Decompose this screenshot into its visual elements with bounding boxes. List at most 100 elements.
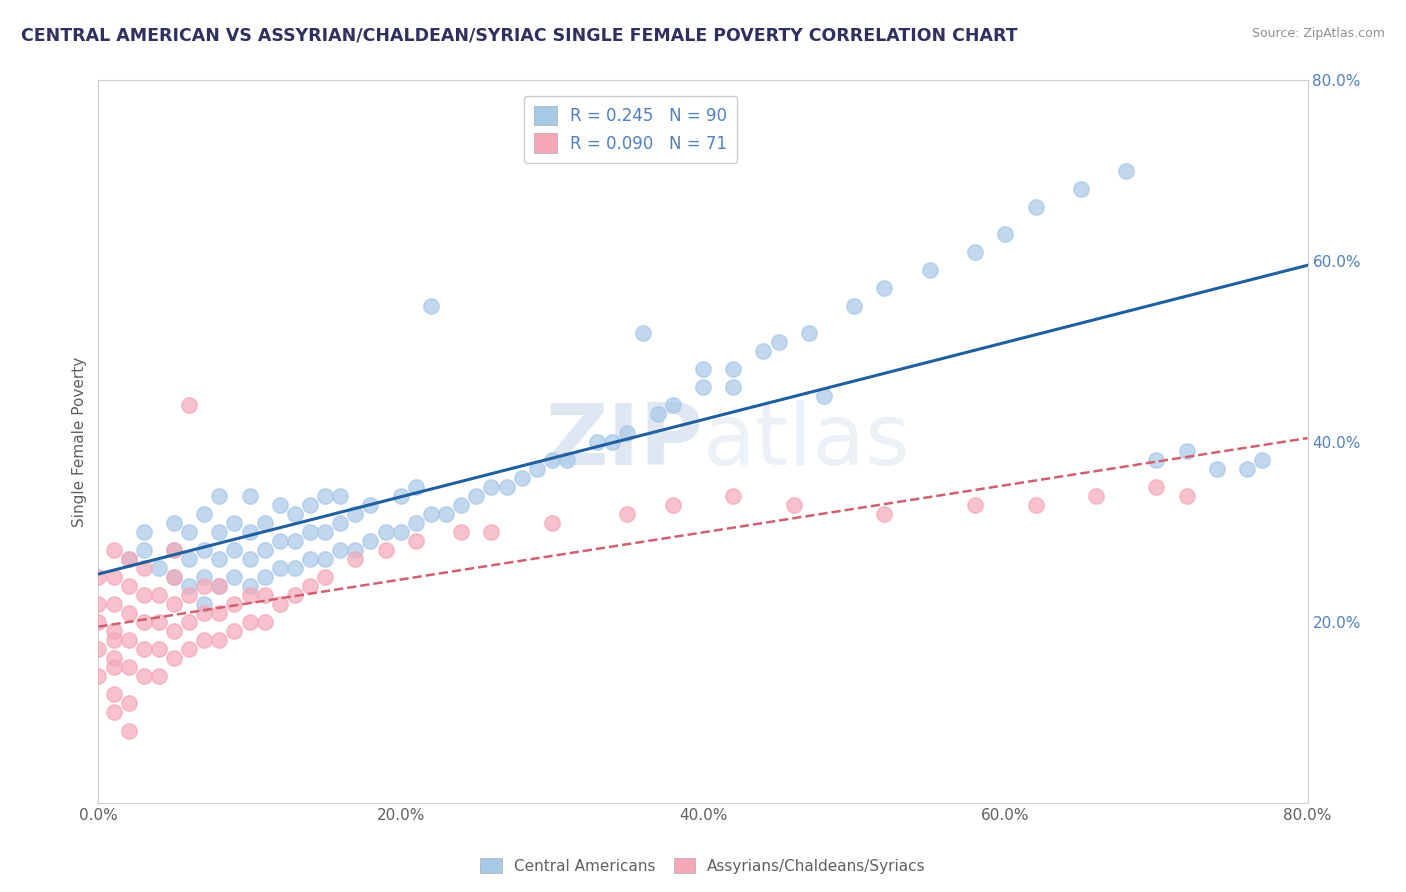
Point <box>208 552 231 566</box>
Point <box>299 498 322 512</box>
Point <box>239 489 262 503</box>
Point <box>284 588 307 602</box>
Point <box>193 579 215 593</box>
Point <box>208 633 231 648</box>
Point <box>193 507 215 521</box>
Point <box>132 588 155 602</box>
Point <box>163 624 186 639</box>
Point <box>329 516 352 530</box>
Point <box>179 552 201 566</box>
Point <box>208 524 231 539</box>
Point <box>284 533 307 548</box>
Point <box>132 524 155 539</box>
Point <box>873 507 896 521</box>
Point <box>1144 480 1167 494</box>
Point <box>314 552 336 566</box>
Point <box>844 299 866 313</box>
Point <box>1024 200 1046 214</box>
Point <box>163 597 186 611</box>
Point <box>193 542 215 557</box>
Point <box>163 516 186 530</box>
Point <box>269 498 291 512</box>
Point <box>374 542 396 557</box>
Point <box>389 524 412 539</box>
Point <box>118 633 141 648</box>
Point <box>239 615 262 630</box>
Point <box>616 425 638 440</box>
Point <box>540 452 562 467</box>
Point <box>239 579 262 593</box>
Point <box>239 588 262 602</box>
Point <box>118 552 141 566</box>
Point <box>239 552 262 566</box>
Point <box>148 561 170 575</box>
Point <box>555 452 578 467</box>
Point <box>360 533 382 548</box>
Point <box>132 669 155 683</box>
Point <box>813 389 835 403</box>
Point <box>253 570 276 584</box>
Point <box>193 633 215 648</box>
Point <box>208 489 231 503</box>
Point <box>253 542 276 557</box>
Point <box>118 697 141 711</box>
Point <box>692 380 714 394</box>
Point <box>269 597 291 611</box>
Point <box>87 570 110 584</box>
Point <box>1115 163 1137 178</box>
Point <box>103 706 125 720</box>
Point <box>179 588 201 602</box>
Point <box>193 606 215 620</box>
Point <box>510 471 533 485</box>
Point <box>208 579 231 593</box>
Point <box>526 461 548 475</box>
Point <box>132 615 155 630</box>
Point <box>299 552 322 566</box>
Point <box>1251 452 1274 467</box>
Point <box>193 597 215 611</box>
Point <box>360 498 382 512</box>
Point <box>103 570 125 584</box>
Point <box>103 542 125 557</box>
Point <box>253 588 276 602</box>
Point <box>179 615 201 630</box>
Point <box>405 516 427 530</box>
Point <box>692 362 714 376</box>
Point <box>314 524 336 539</box>
Point <box>1175 443 1198 458</box>
Point <box>193 570 215 584</box>
Point <box>269 561 291 575</box>
Point <box>723 362 745 376</box>
Point <box>163 542 186 557</box>
Point <box>661 498 683 512</box>
Point <box>103 633 125 648</box>
Point <box>163 542 186 557</box>
Point <box>87 615 110 630</box>
Text: ZIP: ZIP <box>546 400 703 483</box>
Point <box>299 524 322 539</box>
Point <box>344 552 367 566</box>
Point <box>253 516 276 530</box>
Legend: R = 0.245   N = 90, R = 0.090   N = 71: R = 0.245 N = 90, R = 0.090 N = 71 <box>523 95 737 162</box>
Point <box>163 651 186 665</box>
Point <box>329 542 352 557</box>
Point <box>179 524 201 539</box>
Point <box>783 498 806 512</box>
Point <box>918 263 941 277</box>
Point <box>420 299 443 313</box>
Point <box>994 227 1017 241</box>
Point <box>616 507 638 521</box>
Point <box>631 326 654 340</box>
Point <box>87 597 110 611</box>
Point <box>1206 461 1229 475</box>
Point <box>405 480 427 494</box>
Point <box>965 498 987 512</box>
Point <box>118 660 141 674</box>
Point <box>465 489 488 503</box>
Point <box>284 507 307 521</box>
Point <box>132 642 155 657</box>
Point <box>224 597 246 611</box>
Legend: Central Americans, Assyrians/Chaldeans/Syriacs: Central Americans, Assyrians/Chaldeans/S… <box>474 852 932 880</box>
Point <box>132 542 155 557</box>
Point <box>344 507 367 521</box>
